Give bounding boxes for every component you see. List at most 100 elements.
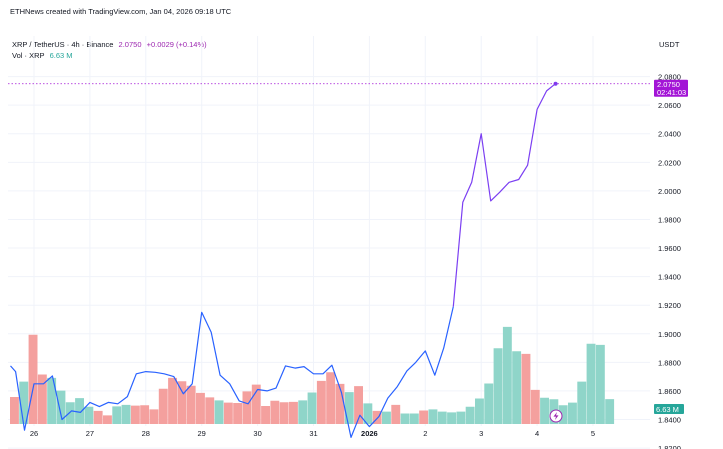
- volume-bar: [568, 402, 577, 424]
- volume-bar: [512, 351, 522, 424]
- y-tick-label: 2.0000: [658, 187, 681, 196]
- current-volume-label: [654, 404, 684, 414]
- currency-label: USDT: [659, 40, 680, 49]
- x-axis: 26 27 28 29 30 31 2026 2 3 4 5: [30, 429, 595, 438]
- volume-bar: [372, 410, 382, 424]
- volume-bar: [363, 403, 373, 424]
- volume-bar: [530, 389, 540, 424]
- volume-bar: [391, 404, 401, 424]
- volume-bar: [298, 400, 308, 424]
- volume-bar: [223, 402, 233, 424]
- current-price-text: 2.0750: [657, 80, 680, 89]
- y-tick-label: 1.8200: [658, 444, 681, 449]
- volume-bar: [586, 343, 596, 424]
- lightning-icon[interactable]: [549, 409, 563, 423]
- last-price-dot: [553, 81, 558, 86]
- volume-bar: [112, 406, 122, 424]
- volume-bar: [84, 406, 94, 424]
- countdown-text: 02:41:03: [657, 88, 686, 97]
- volume-bar: [37, 374, 47, 424]
- y-tick-label: 1.8800: [658, 358, 681, 367]
- x-tick-label: 30: [253, 429, 261, 438]
- volume-bar: [344, 392, 354, 424]
- volume-bar: [447, 412, 456, 424]
- current-volume-text: 6.63 M: [656, 405, 679, 414]
- y-tick-label: 2.0400: [658, 130, 681, 139]
- volume-bar: [205, 397, 215, 424]
- y-axis: 2.0800 2.0600 2.0400 2.0200 2.0000 1.9800 1.96…: [658, 73, 681, 449]
- volume-bar: [130, 405, 140, 424]
- current-price-label: [654, 79, 688, 97]
- volume-bar: [493, 348, 503, 424]
- x-tick-label: 5: [591, 429, 595, 438]
- volume-bar: [484, 383, 494, 424]
- x-tick-label: 26: [30, 429, 38, 438]
- y-tick-label: 1.9800: [658, 215, 681, 224]
- x-tick-label: 2026: [361, 429, 378, 438]
- volume-bar: [326, 372, 336, 424]
- x-tick-label: 4: [535, 429, 539, 438]
- volume-bar: [465, 406, 475, 424]
- volume-bar: [214, 400, 224, 424]
- legend-vol-value: 6.63 M: [49, 51, 73, 60]
- volume-bar: [261, 406, 270, 424]
- volume-bar: [47, 377, 57, 424]
- volume-bar: [456, 411, 466, 424]
- volume-bar: [354, 386, 363, 424]
- volume-bar: [382, 411, 391, 424]
- y-tick-label: 2.0200: [658, 158, 681, 167]
- x-tick-label: 27: [86, 429, 94, 438]
- legend-symbol[interactable]: XRP / TetherUS · 4h · Binance: [12, 40, 114, 49]
- legend-price: XRP / TetherUS · 4h · Binance 2.0750 +0.…: [12, 40, 210, 49]
- volume-bar: [186, 385, 196, 424]
- volume-bar: [316, 380, 326, 424]
- volume-bar: [270, 400, 280, 424]
- volume-bar: [56, 390, 66, 424]
- legend-vol-label[interactable]: Vol · XRP: [12, 51, 45, 60]
- volume-bar: [558, 405, 568, 424]
- volume-bar: [177, 381, 187, 424]
- volume-bar: [103, 415, 112, 424]
- volume-bar: [10, 397, 19, 424]
- volume-bar: [605, 399, 615, 424]
- y-tick-label: 1.9600: [658, 244, 681, 253]
- x-tick-label: 31: [309, 429, 317, 438]
- volume-bars: [10, 326, 615, 424]
- price-line: [8, 81, 650, 438]
- volume-bar: [419, 410, 429, 424]
- x-tick-label: 3: [479, 429, 483, 438]
- volume-bar: [93, 410, 103, 424]
- volume-bar: [289, 401, 298, 424]
- volume-bar: [121, 404, 131, 424]
- volume-bar: [307, 392, 317, 424]
- volume-bar: [577, 381, 587, 424]
- price-line-base: [10, 306, 454, 438]
- volume-bar: [196, 392, 205, 424]
- y-tick-label: 1.9000: [658, 330, 681, 339]
- y-tick-label: 2.0800: [658, 73, 681, 82]
- volume-bar: [251, 384, 261, 424]
- volume-bar: [28, 334, 38, 424]
- x-tick-label: 2: [423, 429, 427, 438]
- legend-price-change: +0.0029 (+0.14%): [146, 40, 207, 49]
- legend-volume: Vol · XRP 6.63 M: [12, 51, 76, 60]
- y-tick-label: 1.8600: [658, 387, 681, 396]
- volume-bar: [437, 411, 447, 424]
- x-tick-label: 29: [198, 429, 206, 438]
- attribution-text: ETHNews created with TradingView.com, Ja…: [10, 7, 232, 16]
- legend-price-value: 2.0750: [118, 40, 142, 49]
- volume-bar: [540, 397, 549, 424]
- volume-bar: [428, 409, 438, 424]
- y-tick-label: 1.8400: [658, 415, 681, 424]
- volume-bar: [242, 391, 252, 424]
- y-tick-label: 1.9400: [658, 273, 681, 282]
- volume-bar: [279, 402, 289, 424]
- volume-bar: [149, 409, 159, 424]
- y-tick-label: 2.0600: [658, 101, 681, 110]
- volume-bar: [233, 403, 243, 424]
- volume-bar: [502, 326, 512, 424]
- volume-bar: [75, 398, 84, 424]
- volume-bar: [168, 377, 177, 424]
